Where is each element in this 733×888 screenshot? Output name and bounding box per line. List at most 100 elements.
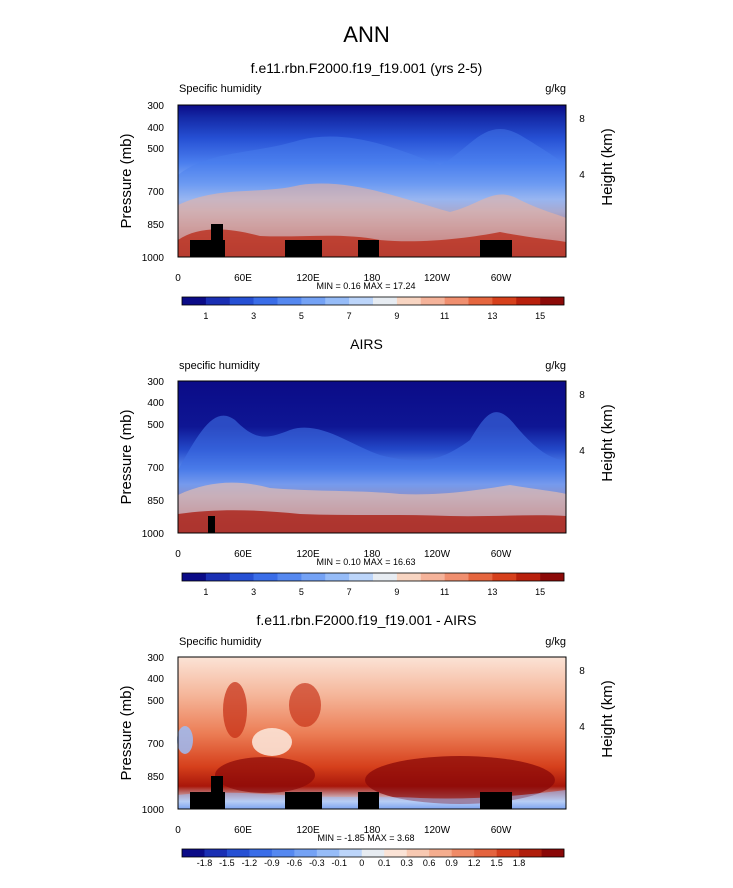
topography-block: [358, 792, 379, 809]
x-ticks: 0 60E 120E 180 120W 60W: [175, 825, 512, 836]
colorbar-swatch: [429, 849, 452, 857]
y2-axis-title: Height (km): [599, 404, 616, 482]
colorbar-label: 3: [251, 311, 256, 321]
stats-label: MIN = -1.85 MAX = 3.68: [317, 833, 414, 843]
colorbar-label: 13: [487, 311, 497, 321]
x-tick-label: 0: [175, 273, 181, 284]
colorbar-label: -1.2: [242, 858, 258, 868]
colorbar-swatch: [325, 573, 350, 581]
y2-tick-label: 8: [579, 114, 585, 125]
colorbar-swatch: [229, 573, 254, 581]
variable-label: specific humidity: [179, 360, 260, 372]
x-ticks: 0 60E 120E 180 120W 60W: [175, 549, 512, 560]
y2-axis-title: Height (km): [599, 128, 616, 206]
colorbar-label: 15: [535, 311, 545, 321]
colorbar-swatch: [361, 849, 385, 857]
colorbar-frame: [181, 848, 565, 858]
plot-frame: [177, 104, 567, 258]
colorbar-label: 0.1: [378, 858, 391, 868]
x-tick-label: 120W: [424, 825, 451, 836]
colorbar-swatch: [396, 573, 422, 581]
colorbar-label: 1.5: [490, 858, 503, 868]
colorbar: 1 3 5 7 9 11 13 15: [181, 296, 565, 321]
panel-title: f.e11.rbn.F2000.f19_f19.001 - AIRS: [256, 612, 476, 628]
moist-anomaly-contour: [215, 757, 315, 793]
variable-label: Specific humidity: [179, 83, 262, 95]
y-ticks: 300 400 500 700 850 1000: [142, 653, 165, 816]
stats-label: MIN = 0.10 MAX = 16.63: [316, 557, 415, 567]
y-tick-label: 400: [147, 398, 164, 409]
units-label: g/kg: [545, 83, 566, 95]
y-tick-label: 1000: [142, 253, 165, 264]
colorbar-label: 7: [347, 311, 352, 321]
x-tick-label: 180: [364, 549, 381, 560]
panel-model: f.e11.rbn.F2000.f19_f19.001 (yrs 2-5) Sp…: [118, 60, 616, 321]
x-tick-label: 120E: [296, 273, 320, 284]
colorbar-swatch: [349, 573, 374, 581]
colorbar-swatch: [406, 849, 430, 857]
units-label: g/kg: [545, 636, 566, 648]
colorbar-swatch: [496, 849, 520, 857]
x-tick-label: 60W: [491, 549, 512, 560]
topography-block: [211, 776, 223, 792]
topography-block: [190, 240, 225, 257]
colorbar-swatch: [301, 573, 326, 581]
topography-mask: [208, 516, 215, 533]
y-tick-label: 400: [147, 674, 164, 685]
colorbar-label: 0.9: [445, 858, 458, 868]
colorbar-label: -0.1: [332, 858, 348, 868]
colorbar-swatch: [253, 297, 278, 305]
colorbar-swatch: [516, 573, 541, 581]
panel-title: f.e11.rbn.F2000.f19_f19.001 (yrs 2-5): [251, 60, 483, 76]
units-label: g/kg: [545, 360, 566, 372]
colorbar-swatch: [205, 297, 231, 305]
y-tick-label: 850: [147, 772, 164, 783]
colorbar-label: -0.3: [309, 858, 325, 868]
y-tick-label: 500: [147, 696, 164, 707]
colorbar-label: 13: [487, 587, 497, 597]
y2-ticks: 8 4: [579, 390, 585, 457]
topography-mask: [190, 776, 512, 809]
colorbar-swatch: [182, 297, 207, 305]
topography-block: [285, 240, 322, 257]
colorbar-swatch: [277, 297, 302, 305]
y-tick-label: 700: [147, 463, 164, 474]
colorbar-swatch: [492, 573, 517, 581]
x-tick-label: 60E: [234, 825, 252, 836]
colorbar-swatch: [182, 573, 207, 581]
y2-ticks: 8 4: [579, 114, 585, 181]
y-tick-label: 300: [147, 101, 164, 112]
colorbar-swatch: [373, 573, 398, 581]
colorbar-label: 0: [359, 858, 364, 868]
y-tick-label: 300: [147, 653, 164, 664]
dry-anomaly-contour: [177, 726, 193, 754]
y-tick-label: 850: [147, 220, 164, 231]
topography-block: [480, 240, 512, 257]
colorbar-label: 1: [203, 311, 208, 321]
colorbar-label: -1.8: [197, 858, 213, 868]
colorbar-label: 9: [394, 587, 399, 597]
colorbar-swatch: [373, 297, 398, 305]
colorbar-swatch: [516, 297, 541, 305]
colorbar-label: 1.8: [513, 858, 526, 868]
colorbar-swatch: [420, 573, 445, 581]
colorbar-swatch: [349, 297, 374, 305]
colorbar-label: 5: [299, 311, 304, 321]
colorbar-swatch: [451, 849, 475, 857]
y-tick-label: 500: [147, 144, 164, 155]
colorbar-label: 9: [394, 311, 399, 321]
y2-ticks: 8 4: [579, 666, 585, 733]
colorbar-swatch: [444, 297, 469, 305]
colorbar-swatch: [396, 297, 422, 305]
colorbar-label: 1: [203, 587, 208, 597]
colorbar-frame: [181, 572, 565, 582]
colorbar-label: 3: [251, 587, 256, 597]
y-tick-label: 700: [147, 187, 164, 198]
y2-tick-label: 4: [579, 722, 585, 733]
x-ticks: 0 60E 120E 180 120W 60W: [175, 273, 512, 284]
y2-tick-label: 8: [579, 666, 585, 677]
y-axis-title: Pressure (mb): [118, 409, 135, 504]
y-tick-label: 300: [147, 377, 164, 388]
topography-mask: [190, 224, 512, 257]
topography-block: [358, 240, 379, 257]
